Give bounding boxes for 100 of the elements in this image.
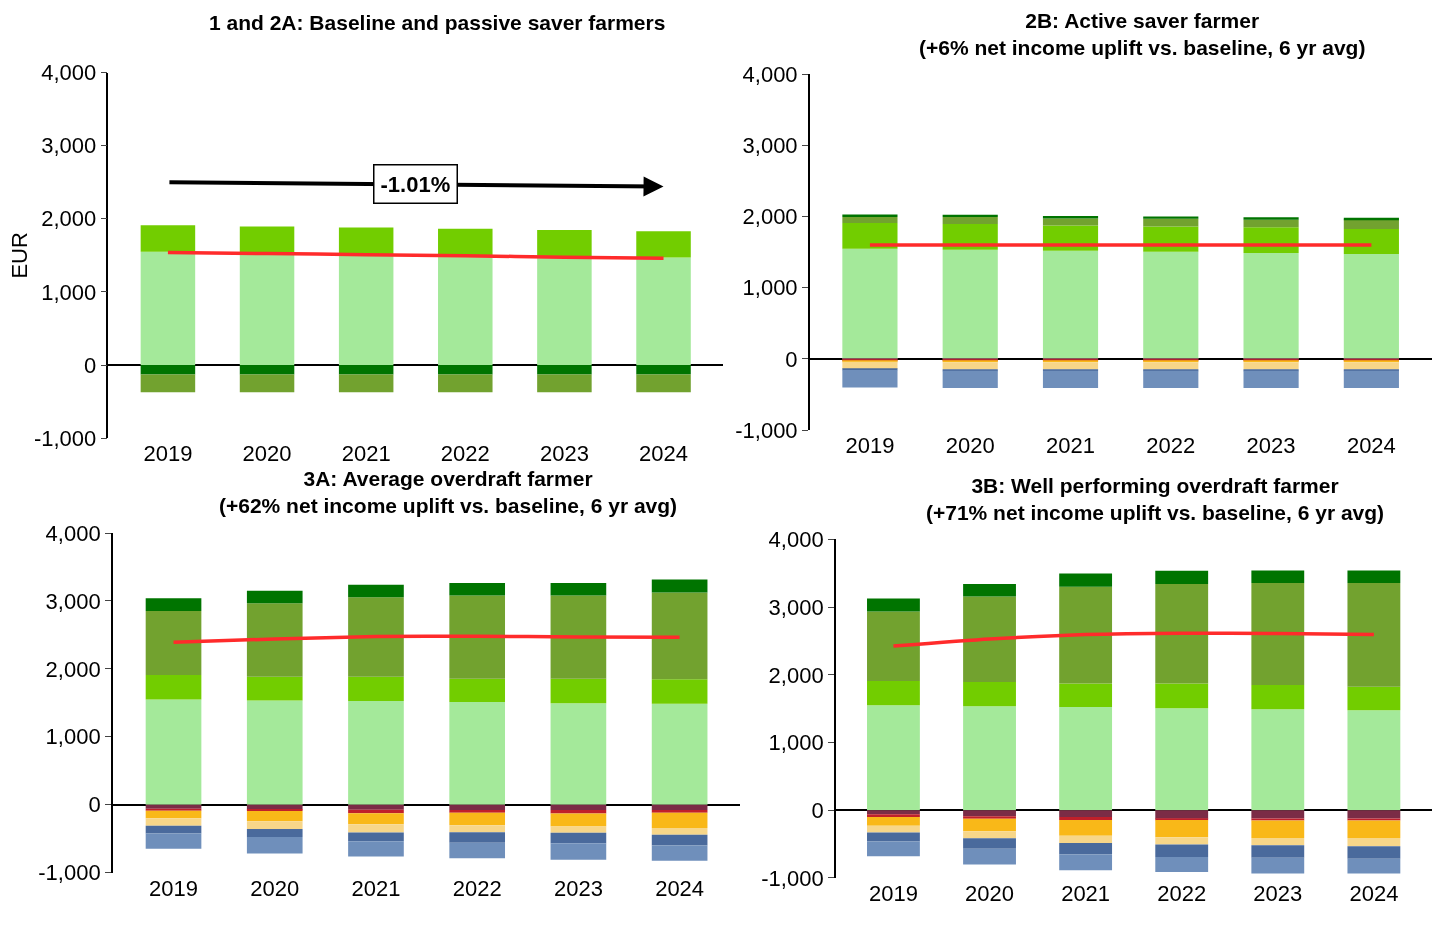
y-tick-label: 3,000 <box>768 594 824 620</box>
bar <box>1059 820 1113 836</box>
bar <box>338 227 394 255</box>
bar <box>1059 835 1113 844</box>
bar <box>1347 846 1401 859</box>
bar <box>842 369 898 388</box>
bar <box>449 804 506 811</box>
bar <box>1251 570 1305 584</box>
bar <box>842 216 898 224</box>
bar <box>1251 857 1305 874</box>
line-series <box>171 634 682 645</box>
bar <box>550 703 607 805</box>
bar <box>636 231 691 258</box>
bar <box>449 595 506 679</box>
chart-title: 1 and 2A: Baseline and passive saver farmers <box>209 11 666 34</box>
bar <box>942 370 998 389</box>
y-tick-label: 0 <box>811 797 824 823</box>
bar <box>145 818 202 826</box>
bar <box>651 579 708 593</box>
bar <box>963 816 1016 819</box>
bar <box>1343 253 1399 359</box>
bar <box>636 257 691 366</box>
bar <box>867 680 920 706</box>
bar <box>246 603 303 677</box>
bar <box>1155 818 1209 821</box>
x-tick-label: 2021 <box>1046 433 1095 459</box>
y-tick-label: 4,000 <box>41 60 97 86</box>
bar <box>651 812 708 829</box>
bar <box>145 611 202 675</box>
bar <box>140 251 196 366</box>
bar <box>867 817 920 826</box>
bar <box>1042 250 1099 359</box>
bar <box>1143 216 1199 219</box>
bar <box>348 597 404 677</box>
bar <box>1251 583 1305 685</box>
bar <box>145 825 202 834</box>
bar <box>348 804 404 810</box>
bar <box>1251 684 1305 710</box>
y-tick-label: 1,000 <box>742 275 798 301</box>
y-tick-label: 0 <box>88 792 101 818</box>
bar <box>449 812 506 826</box>
bar <box>842 368 898 371</box>
bar <box>1143 251 1199 359</box>
y-tick-label: 2,000 <box>742 204 798 230</box>
x-tick-label: 2021 <box>341 441 391 467</box>
bar <box>942 216 998 225</box>
bar <box>1347 570 1401 584</box>
bar <box>1155 683 1209 709</box>
bar <box>1251 709 1305 811</box>
bar <box>1143 218 1199 227</box>
bar <box>842 223 898 249</box>
bar <box>338 374 394 393</box>
y-tick-label: -1,000 <box>33 425 97 451</box>
bar <box>140 365 196 375</box>
bar <box>636 365 691 375</box>
bar <box>1143 369 1199 372</box>
bar <box>867 841 920 857</box>
bar <box>963 831 1016 839</box>
bar <box>449 825 506 833</box>
bar <box>1347 838 1401 847</box>
bar <box>1343 229 1399 254</box>
bar <box>1243 217 1299 220</box>
bar <box>942 369 998 372</box>
y-tick-label: 1,000 <box>45 724 101 750</box>
annotation: -1.01% <box>380 171 451 197</box>
bar <box>963 596 1016 682</box>
bar <box>1243 370 1299 389</box>
bar <box>1251 818 1305 821</box>
bar <box>438 255 493 366</box>
bar <box>449 810 506 813</box>
bar <box>537 256 592 366</box>
bar <box>1143 362 1199 370</box>
bar <box>348 824 404 833</box>
bar <box>145 833 202 849</box>
bar <box>942 249 998 359</box>
bar <box>1347 820 1401 839</box>
bar <box>1155 708 1209 811</box>
bar <box>246 590 303 604</box>
bar <box>1251 838 1305 846</box>
bar <box>942 362 998 370</box>
bar <box>867 814 920 818</box>
bar <box>1059 854 1113 871</box>
bar <box>348 676 404 702</box>
bar <box>651 703 708 805</box>
bar <box>145 808 202 811</box>
bar <box>1042 370 1099 389</box>
y-tick-label: 1,000 <box>41 279 97 305</box>
x-tick-label: 2020 <box>242 441 292 467</box>
bar <box>867 598 920 612</box>
x-tick-label: 2020 <box>965 880 1014 906</box>
bar <box>246 836 303 854</box>
bar <box>963 681 1016 707</box>
x-tick-label: 2024 <box>639 441 689 467</box>
x-tick-label: 2019 <box>143 441 193 467</box>
bar <box>651 828 708 835</box>
bar <box>651 679 708 704</box>
bar <box>348 584 404 598</box>
bar <box>1059 706 1113 811</box>
x-tick-label: 2023 <box>1253 880 1303 906</box>
bar <box>1243 369 1299 372</box>
